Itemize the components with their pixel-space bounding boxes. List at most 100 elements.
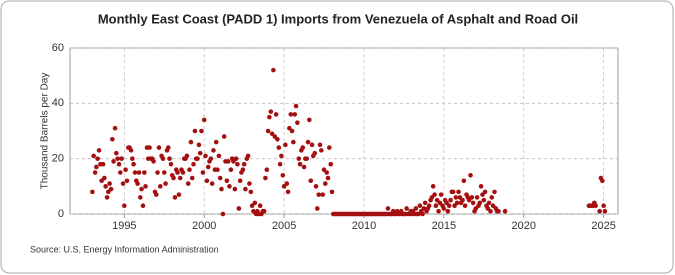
data-point: [90, 189, 95, 195]
data-point: [132, 170, 138, 175]
data-point: [176, 192, 182, 197]
data-point: [172, 195, 178, 200]
data-point: [496, 208, 501, 214]
data-point: [187, 167, 192, 173]
data-point: [161, 170, 167, 175]
data-point: [240, 167, 246, 173]
data-point: [247, 181, 252, 186]
data-point: [267, 114, 272, 120]
data-point: [171, 175, 176, 181]
data-point: [502, 208, 508, 214]
data-point: [413, 206, 419, 211]
data-point: [417, 203, 423, 208]
data-point: [191, 161, 196, 167]
data-point: [432, 192, 437, 197]
data-point: [257, 203, 263, 208]
data-point: [469, 195, 475, 200]
data-point: [441, 206, 447, 211]
data-point: [325, 175, 331, 181]
data-point: [309, 142, 315, 148]
data-point: [488, 208, 493, 214]
data-point: [156, 145, 162, 150]
data-point: [308, 178, 314, 184]
data-point: [283, 142, 288, 148]
data-point: [470, 200, 476, 206]
data-point: [597, 208, 602, 214]
data-point: [118, 170, 123, 175]
data-point: [92, 170, 98, 175]
data-point: [271, 67, 276, 73]
data-point: [211, 148, 216, 153]
data-point: [448, 197, 453, 203]
data-point: [209, 181, 215, 186]
data-point: [96, 148, 102, 153]
data-point: [236, 206, 242, 211]
data-point: [192, 128, 198, 134]
data-point: [157, 184, 163, 189]
data-point: [486, 200, 492, 206]
data-point: [184, 153, 190, 159]
data-point: [324, 170, 330, 175]
data-point: [185, 181, 191, 186]
data-point: [296, 156, 302, 161]
data-point: [276, 145, 282, 150]
y-tick-label: 20: [52, 153, 64, 165]
data-point: [462, 203, 468, 208]
data-point: [217, 175, 223, 181]
data-point: [151, 159, 156, 164]
data-point: [422, 200, 428, 206]
data-point: [261, 208, 267, 214]
chart-title: Monthly East Coast (PADD 1) Imports from…: [98, 11, 578, 26]
data-point: [323, 181, 328, 186]
data-point: [94, 164, 99, 170]
data-point: [385, 206, 391, 211]
y-tick-label: 60: [52, 42, 64, 54]
y-tick-label: 0: [58, 208, 64, 220]
data-point: [199, 128, 204, 134]
data-point: [165, 145, 171, 150]
data-point: [104, 195, 110, 200]
data-point: [264, 167, 270, 173]
data-point: [316, 192, 322, 197]
data-point: [482, 189, 488, 195]
data-point: [277, 161, 283, 167]
data-point: [456, 189, 461, 195]
data-point: [478, 184, 484, 189]
x-tick-label: 1995: [112, 220, 136, 232]
data-point: [313, 184, 319, 189]
data-point: [177, 175, 183, 181]
data-point: [175, 170, 180, 175]
x-tick-label: 2010: [352, 220, 376, 232]
data-point: [492, 189, 497, 195]
data-point: [163, 181, 168, 186]
data-point: [220, 211, 226, 217]
data-point: [288, 112, 294, 117]
data-point: [420, 211, 425, 217]
data-point: [320, 192, 326, 197]
data-point: [602, 208, 608, 214]
data-point: [433, 203, 439, 208]
data-point: [227, 184, 232, 189]
data-point: [263, 175, 268, 181]
data-point: [131, 161, 136, 167]
data-point: [155, 170, 160, 175]
data-point: [112, 125, 118, 131]
data-point: [312, 150, 318, 156]
data-point: [601, 203, 606, 208]
data-point: [297, 161, 303, 167]
data-point: [196, 142, 202, 148]
data-point: [237, 178, 243, 184]
data-point: [122, 203, 127, 208]
data-point: [221, 134, 227, 139]
data-point: [111, 159, 116, 164]
data-point: [300, 145, 306, 150]
x-tick-label: 2015: [432, 220, 456, 232]
data-point: [285, 189, 291, 195]
data-point: [291, 139, 296, 145]
x-tick-label: 2000: [192, 220, 216, 232]
data-point: [304, 156, 310, 161]
data-point: [128, 148, 134, 153]
data-point: [593, 203, 598, 208]
data-point: [280, 172, 286, 178]
data-point: [91, 153, 96, 159]
